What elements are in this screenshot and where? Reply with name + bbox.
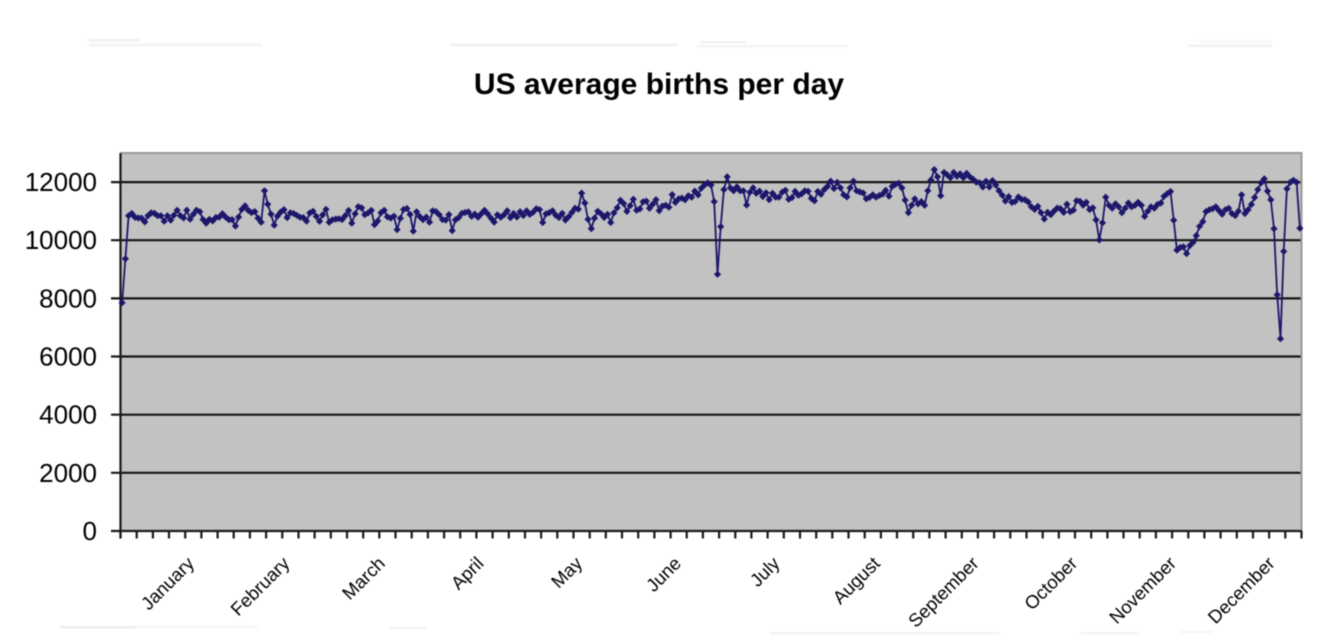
svg-text:US average births per day: US average births per day <box>474 68 844 101</box>
svg-text:6000: 6000 <box>39 342 97 372</box>
svg-text:4000: 4000 <box>39 400 97 430</box>
svg-text:0: 0 <box>83 516 97 546</box>
svg-text:2000: 2000 <box>39 458 97 488</box>
svg-text:10000: 10000 <box>25 225 97 255</box>
svg-text:12000: 12000 <box>25 167 97 197</box>
svg-text:8000: 8000 <box>39 283 97 313</box>
